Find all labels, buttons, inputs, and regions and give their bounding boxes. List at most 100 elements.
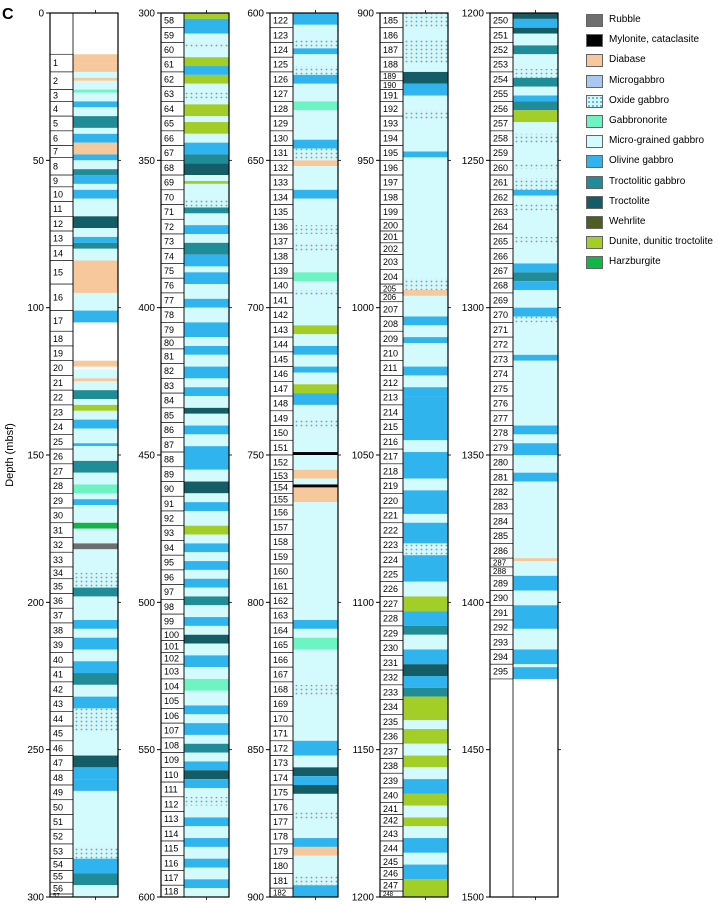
core-number: 63 — [164, 89, 174, 99]
lithology-interval — [403, 720, 448, 730]
legend-label: Micro-grained gabbro — [609, 135, 705, 147]
core-number: 251 — [493, 30, 508, 40]
core-number: 29 — [53, 496, 63, 506]
core-number: 118 — [164, 886, 178, 896]
lithology-interval — [293, 820, 338, 839]
lithology-interval — [513, 605, 558, 629]
legend-item: Dunite, dunitic troctolite — [586, 235, 719, 255]
core-number: 108 — [164, 740, 179, 750]
lithology-interval — [184, 752, 229, 762]
core-number: 38 — [53, 625, 63, 635]
lithology-interval — [184, 354, 229, 367]
lithology-interval — [403, 793, 448, 806]
lithology-interval — [403, 743, 448, 756]
lithology-interval — [513, 110, 558, 123]
core-number: 171 — [273, 729, 288, 739]
legend-item: Olivine gabbro — [586, 154, 719, 174]
lithology-interval — [184, 879, 229, 889]
core-number: 20 — [53, 363, 63, 373]
lithology-interval — [184, 634, 229, 644]
lithology-interval — [403, 696, 448, 721]
lithology-interval — [184, 198, 229, 208]
depth-tick-label: 200 — [27, 598, 44, 609]
depth-tick-label: 450 — [138, 451, 155, 462]
lithology-interval — [73, 446, 118, 461]
core-number: 268 — [493, 281, 508, 291]
core-number: 214 — [383, 407, 398, 417]
lithology-interval — [73, 248, 118, 261]
lithology-interval — [184, 770, 229, 780]
lithology-interval — [184, 561, 229, 570]
core-number: 4 — [53, 104, 58, 114]
lithology-interval — [184, 617, 229, 626]
core-number: 294 — [493, 652, 508, 662]
core-number: 112 — [164, 799, 178, 809]
core-number: 109 — [164, 755, 179, 765]
lithology-interval — [184, 743, 229, 753]
core-number: 245 — [383, 857, 398, 867]
depth-tick-label: 1000 — [352, 303, 375, 314]
core-number: 102 — [164, 653, 179, 663]
core-number: 271 — [493, 325, 508, 335]
legend-label: Harzburgite — [609, 256, 661, 268]
core-number: 23 — [53, 407, 63, 417]
core-number: 55 — [53, 872, 63, 882]
lithology-interval — [403, 838, 448, 853]
lithology-interval — [403, 611, 448, 626]
core-number: 158 — [273, 537, 288, 547]
core-number: 227 — [383, 599, 398, 609]
lithology-interval — [293, 234, 338, 243]
lithology-interval — [513, 95, 558, 102]
lithology-interval — [184, 48, 229, 58]
lithology-interval — [403, 151, 448, 158]
lithology-interval — [293, 793, 338, 812]
lithology-interval — [184, 213, 229, 226]
core-number: 151 — [273, 443, 288, 453]
core-number: 153 — [273, 471, 288, 481]
core-number: 282 — [493, 487, 508, 497]
lithology-interval — [403, 817, 448, 827]
lithology-interval — [513, 322, 558, 355]
lithology-interval — [513, 434, 558, 444]
lithology-interval — [403, 278, 448, 290]
lithology-interval — [184, 366, 229, 379]
lithology-interval — [184, 33, 229, 43]
depth-tick-label: 1150 — [352, 745, 374, 756]
core-number: 103 — [164, 667, 179, 677]
core-number: 244 — [383, 844, 398, 854]
core-number: 83 — [164, 381, 174, 391]
core-number: 26 — [53, 452, 63, 462]
lithology-interval — [513, 204, 558, 211]
core-number: 289 — [493, 578, 508, 588]
lithology-interval — [184, 142, 229, 155]
lithology-interval — [513, 54, 558, 69]
depth-tick-label: 600 — [247, 9, 264, 20]
lithology-interval — [403, 664, 448, 676]
core-number: 259 — [493, 148, 508, 158]
lithology-interval — [184, 284, 229, 299]
core-number: 126 — [273, 74, 288, 84]
core-number: 161 — [273, 581, 288, 591]
lithology-interval — [403, 337, 448, 344]
lithology-interval — [184, 18, 229, 34]
lithology-interval — [73, 708, 118, 732]
lithology-interval — [184, 643, 229, 656]
core-number: 110 — [164, 770, 178, 780]
lithology-interval — [73, 242, 118, 249]
lithology-interval — [293, 484, 338, 488]
lithology-interval — [184, 761, 229, 771]
core-number: 172 — [273, 743, 288, 753]
lithology-interval — [293, 110, 338, 140]
lithology-interval — [184, 469, 229, 482]
core-number: 253 — [493, 60, 508, 70]
depth-column: 1234567891011121314151617181920212223242… — [27, 9, 121, 904]
lithology-interval — [184, 122, 229, 134]
lithology-interval — [513, 443, 558, 455]
lithology-interval — [184, 826, 229, 839]
depth-tick-label: 300 — [27, 893, 44, 904]
core-number: 30 — [53, 511, 63, 521]
lithology-interval — [513, 558, 558, 562]
legend-item: Harzburgite — [586, 255, 719, 275]
legend-item: Mylonite, cataclasite — [586, 33, 719, 53]
core-number: 133 — [273, 178, 288, 188]
